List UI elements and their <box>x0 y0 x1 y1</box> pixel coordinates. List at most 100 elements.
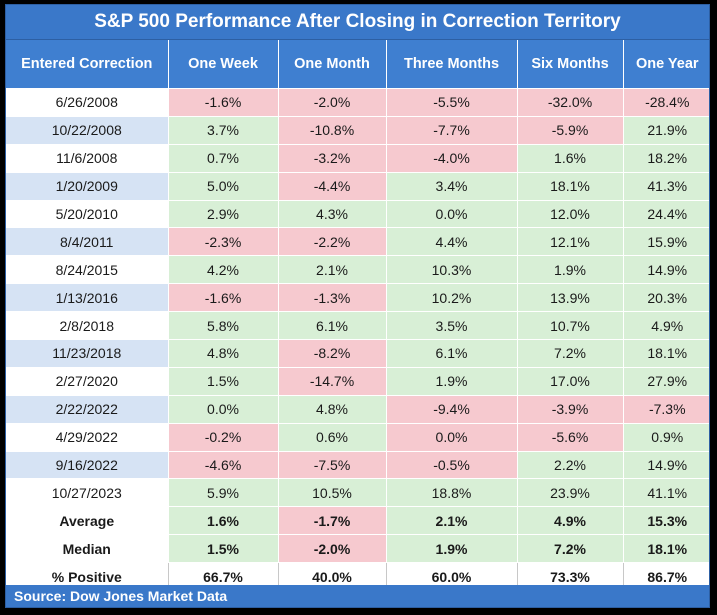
return-cell: -1.6% <box>168 283 279 313</box>
return-cell: -1.6% <box>168 88 279 117</box>
table-row: 6/26/2008 -1.6% -2.0% -5.5% -32.0% -28.4% <box>6 88 709 117</box>
return-cell: 20.3% <box>623 283 709 313</box>
return-cell: -5.9% <box>517 116 624 145</box>
return-cell: -2.3% <box>168 227 279 257</box>
table-row: 11/23/2018 4.8% -8.2% 6.1% 7.2% 18.1% <box>6 339 709 368</box>
table-row: 5/20/2010 2.9% 4.3% 0.0% 12.0% 24.4% <box>6 200 709 229</box>
header-one-year: One Year <box>623 40 709 89</box>
header-one-month: One Month <box>278 40 387 89</box>
header-one-week: One Week <box>168 40 279 89</box>
return-cell: -8.2% <box>278 339 387 368</box>
summary-cell: 2.1% <box>386 506 518 536</box>
return-cell: 18.2% <box>623 144 709 173</box>
return-cell: -3.2% <box>278 144 387 173</box>
return-cell: 0.6% <box>278 423 387 452</box>
return-cell: 4.2% <box>168 255 279 285</box>
return-cell: 1.9% <box>517 255 624 285</box>
row-date: 11/6/2008 <box>6 144 169 173</box>
return-cell: -7.5% <box>278 451 387 480</box>
table-row: 10/22/2008 3.7% -10.8% -7.7% -5.9% 21.9% <box>6 116 709 145</box>
table-row: 2/22/2022 0.0% 4.8% -9.4% -3.9% -7.3% <box>6 395 709 424</box>
return-cell: 10.2% <box>386 283 518 313</box>
return-cell: 10.3% <box>386 255 518 285</box>
table-row: 4/29/2022 -0.2% 0.6% 0.0% -5.6% 0.9% <box>6 423 709 452</box>
return-cell: 18.1% <box>517 172 624 201</box>
return-cell: 17.0% <box>517 367 624 396</box>
return-cell: 14.9% <box>623 255 709 285</box>
table-row: 8/4/2011 -2.3% -2.2% 4.4% 12.1% 15.9% <box>6 227 709 257</box>
return-cell: -7.7% <box>386 116 518 145</box>
return-cell: 3.7% <box>168 116 279 145</box>
table-row: 10/27/2023 5.9% 10.5% 18.8% 23.9% 41.1% <box>6 478 709 508</box>
return-cell: 1.6% <box>517 144 624 173</box>
return-cell: -3.9% <box>517 395 624 424</box>
table-title: S&P 500 Performance After Closing in Cor… <box>6 5 709 40</box>
return-cell: 0.7% <box>168 144 279 173</box>
return-cell: 41.1% <box>623 478 709 508</box>
row-date: 2/8/2018 <box>6 311 169 341</box>
row-date: 8/24/2015 <box>6 255 169 285</box>
return-cell: -10.8% <box>278 116 387 145</box>
return-cell: 4.8% <box>278 395 387 424</box>
source-note: Source: Dow Jones Market Data <box>6 585 709 607</box>
return-cell: 5.0% <box>168 172 279 201</box>
return-cell: 0.9% <box>623 423 709 452</box>
row-date: 10/22/2008 <box>6 116 169 145</box>
return-cell: 4.4% <box>386 227 518 257</box>
return-cell: -5.6% <box>517 423 624 452</box>
row-date: 1/20/2009 <box>6 172 169 201</box>
return-cell: -0.2% <box>168 423 279 452</box>
return-cell: 5.8% <box>168 311 279 341</box>
summary-row: Average 1.6% -1.7% 2.1% 4.9% 15.3% <box>6 506 709 536</box>
return-cell: -4.0% <box>386 144 518 173</box>
return-cell: 10.5% <box>278 478 387 508</box>
summary-cell: 18.1% <box>623 534 709 564</box>
summary-cell: -1.7% <box>278 506 387 536</box>
summary-cell: 4.9% <box>517 506 624 536</box>
return-cell: -9.4% <box>386 395 518 424</box>
return-cell: 18.1% <box>623 339 709 368</box>
return-cell: -5.5% <box>386 88 518 117</box>
table-row: 1/13/2016 -1.6% -1.3% 10.2% 13.9% 20.3% <box>6 283 709 313</box>
return-cell: 5.9% <box>168 478 279 508</box>
return-cell: -4.4% <box>278 172 387 201</box>
row-date: 2/27/2020 <box>6 367 169 396</box>
return-cell: 12.1% <box>517 227 624 257</box>
return-cell: 23.9% <box>517 478 624 508</box>
table-row: 11/6/2008 0.7% -3.2% -4.0% 1.6% 18.2% <box>6 144 709 173</box>
table-row: 2/8/2018 5.8% 6.1% 3.5% 10.7% 4.9% <box>6 311 709 341</box>
row-date: 2/22/2022 <box>6 395 169 424</box>
header-three-months: Three Months <box>386 40 518 89</box>
summary-cell: 1.5% <box>168 534 279 564</box>
return-cell: 13.9% <box>517 283 624 313</box>
summary-cell: 15.3% <box>623 506 709 536</box>
return-cell: -14.7% <box>278 367 387 396</box>
table-row: 1/20/2009 5.0% -4.4% 3.4% 18.1% 41.3% <box>6 172 709 201</box>
summary-cell: 1.9% <box>386 534 518 564</box>
summary-cell: 1.6% <box>168 506 279 536</box>
performance-table: Entered Correction One Week One Month Th… <box>6 40 709 591</box>
summary-label: Median <box>6 534 169 564</box>
return-cell: -28.4% <box>623 88 709 117</box>
header-row: Entered Correction One Week One Month Th… <box>6 40 709 89</box>
return-cell: 4.8% <box>168 339 279 368</box>
return-cell: -7.3% <box>623 395 709 424</box>
return-cell: 18.8% <box>386 478 518 508</box>
return-cell: 2.2% <box>517 451 624 480</box>
return-cell: 6.1% <box>278 311 387 341</box>
return-cell: -2.2% <box>278 227 387 257</box>
return-cell: 27.9% <box>623 367 709 396</box>
summary-cell: -2.0% <box>278 534 387 564</box>
return-cell: 24.4% <box>623 200 709 229</box>
table-row: 8/24/2015 4.2% 2.1% 10.3% 1.9% 14.9% <box>6 255 709 285</box>
header-entered-correction: Entered Correction <box>6 40 169 89</box>
return-cell: 1.9% <box>386 367 518 396</box>
summary-cell: 7.2% <box>517 534 624 564</box>
table-frame: S&P 500 Performance After Closing in Cor… <box>5 4 710 608</box>
return-cell: 41.3% <box>623 172 709 201</box>
return-cell: 3.5% <box>386 311 518 341</box>
header-six-months: Six Months <box>517 40 624 89</box>
return-cell: 4.9% <box>623 311 709 341</box>
row-date: 10/27/2023 <box>6 478 169 508</box>
return-cell: 0.0% <box>386 200 518 229</box>
